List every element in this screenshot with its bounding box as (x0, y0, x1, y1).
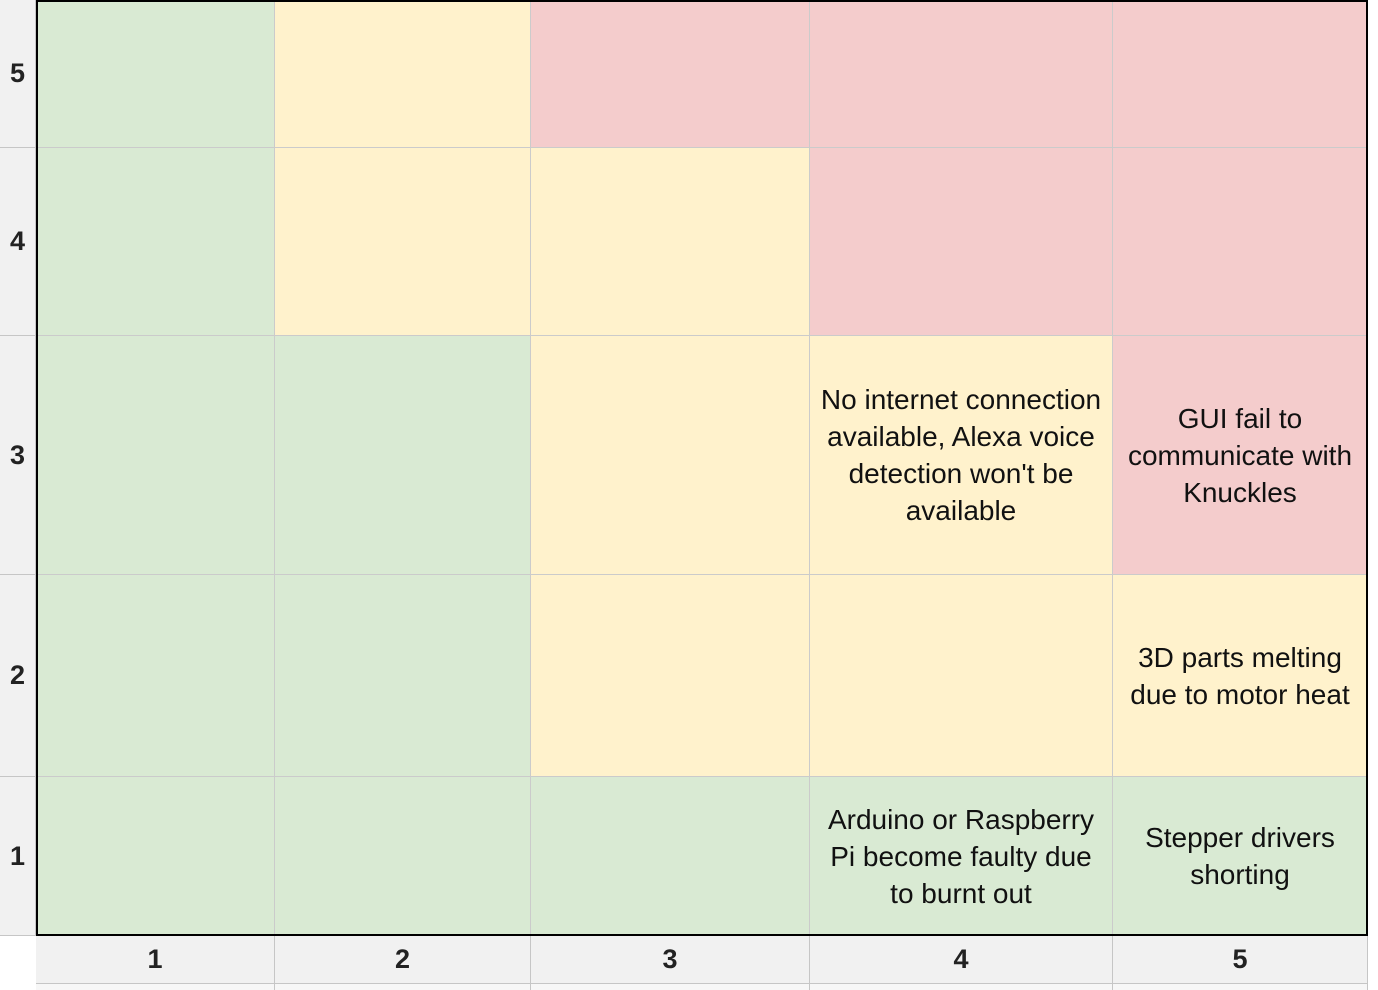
row-header-5[interactable]: 5 (0, 0, 36, 148)
cell-r1-c4[interactable]: Arduino or Raspberry Pi become faulty du… (810, 777, 1113, 936)
cell-r3-c5[interactable]: GUI fail to communicate with Knuckles (1113, 336, 1368, 575)
cell-r2-c2[interactable] (275, 575, 531, 777)
cell-r1-c5[interactable]: Stepper drivers shorting (1113, 777, 1368, 936)
cell-r3-c1[interactable] (36, 336, 275, 575)
cell-r2-c4[interactable] (810, 575, 1113, 777)
cell-r3-c2[interactable] (275, 336, 531, 575)
col-header-4[interactable]: 4 (810, 936, 1113, 984)
cell-r2-c3[interactable] (531, 575, 810, 777)
cell-r4-c5[interactable] (1113, 148, 1368, 336)
cell-r1-c1[interactable] (36, 777, 275, 936)
cell-r3-c3[interactable] (531, 336, 810, 575)
next-row-strip (36, 984, 275, 990)
cell-r2-c5[interactable]: 3D parts melting due to motor heat (1113, 575, 1368, 777)
cell-r4-c2[interactable] (275, 148, 531, 336)
col-header-5[interactable]: 5 (1113, 936, 1368, 984)
row-header-1[interactable]: 1 (0, 777, 36, 936)
cell-r5-c5[interactable] (1113, 0, 1368, 148)
col-header-1[interactable]: 1 (36, 936, 275, 984)
next-row-strip (1113, 984, 1368, 990)
cell-r4-c3[interactable] (531, 148, 810, 336)
cell-r5-c4[interactable] (810, 0, 1113, 148)
cell-r2-c1[interactable] (36, 575, 275, 777)
cell-r4-c4[interactable] (810, 148, 1113, 336)
cell-r5-c3[interactable] (531, 0, 810, 148)
cell-r1-c2[interactable] (275, 777, 531, 936)
cell-r4-c1[interactable] (36, 148, 275, 336)
next-row-strip (531, 984, 810, 990)
cell-r5-c1[interactable] (36, 0, 275, 148)
col-header-2[interactable]: 2 (275, 936, 531, 984)
row-header-3[interactable]: 3 (0, 336, 36, 575)
row-header-4[interactable]: 4 (0, 148, 36, 336)
next-row-strip (275, 984, 531, 990)
corner-cell (0, 936, 36, 990)
cell-r1-c3[interactable] (531, 777, 810, 936)
row-header-2[interactable]: 2 (0, 575, 36, 777)
next-row-strip (810, 984, 1113, 990)
col-header-3[interactable]: 3 (531, 936, 810, 984)
cell-r3-c4[interactable]: No internet connection available, Alexa … (810, 336, 1113, 575)
cell-r5-c2[interactable] (275, 0, 531, 148)
